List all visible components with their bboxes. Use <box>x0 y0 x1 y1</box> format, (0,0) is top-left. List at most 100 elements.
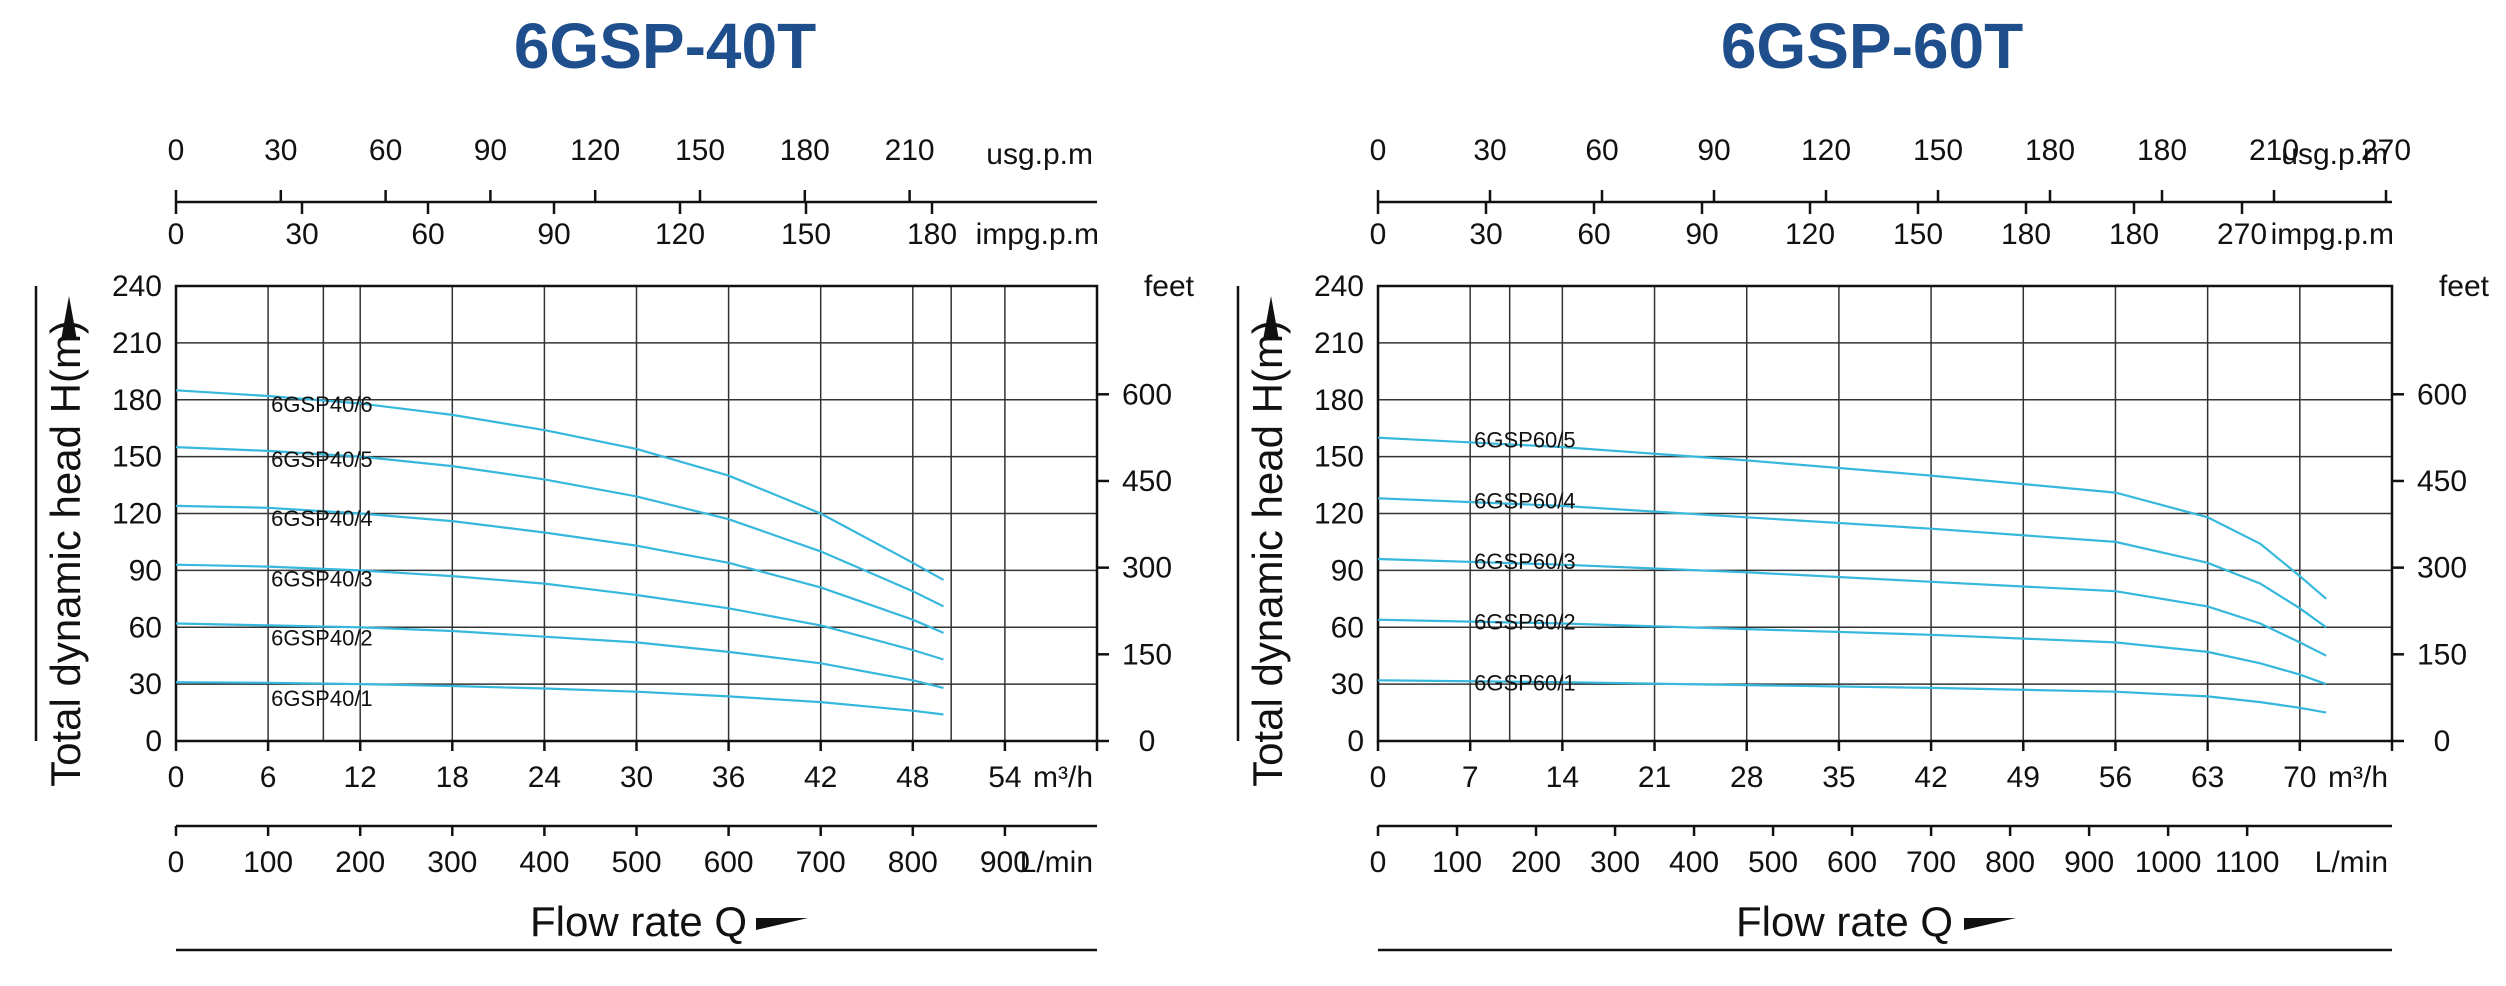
series-label: 6GSP40/3 <box>271 567 373 592</box>
series-label: 6GSP60/2 <box>1474 610 1576 635</box>
x-tick-label-m3h: 54 <box>988 761 1021 794</box>
usgpm-tick-label: 180 <box>780 134 830 167</box>
x-arrow-icon <box>1964 918 2016 930</box>
x-tick-label-m3h: 56 <box>2099 761 2132 794</box>
series-label: 6GSP60/4 <box>1474 488 1576 513</box>
x-tick-label-lmin: 300 <box>1590 846 1640 879</box>
impgpm-tick-label: 0 <box>1370 218 1387 251</box>
feet-tick-label: 150 <box>2417 638 2467 671</box>
y-tick-label: 150 <box>112 441 162 474</box>
usgpm-tick-label: 210 <box>2249 134 2299 167</box>
feet-tick-label: 300 <box>2417 552 2467 585</box>
y-tick-label: 150 <box>1314 441 1364 474</box>
series-label: 6GSP40/5 <box>271 447 373 472</box>
series-line-6GSP60-3 <box>1377 557 2327 657</box>
x-tick-label-m3h: 30 <box>620 761 653 794</box>
x-tick-label-lmin: 900 <box>980 846 1030 879</box>
series-line-6GSP40-5 <box>175 446 944 608</box>
y-tick-label: 180 <box>112 384 162 417</box>
x-tick-label-lmin: 500 <box>1748 846 1798 879</box>
y-tick-label: 240 <box>112 270 162 303</box>
y-tick-label: 210 <box>112 327 162 360</box>
series-label: 6GSP60/3 <box>1474 549 1576 574</box>
x-tick-label-m3h: 6 <box>260 761 277 794</box>
y-axis-title: Total dynamic head H(m) <box>42 320 89 787</box>
usgpm-unit: usg.p.m <box>2281 138 2388 171</box>
usgpm-unit: usg.p.m <box>986 138 1093 171</box>
x-tick-label-lmin: 700 <box>796 846 846 879</box>
feet-tick-label: 450 <box>2417 465 2467 498</box>
x-tick-label-lmin: 900 <box>2064 846 2114 879</box>
y-tick-label: 0 <box>145 725 162 758</box>
y-tick-label: 240 <box>1314 270 1364 303</box>
x-tick-label-lmin: 1100 <box>2215 846 2280 879</box>
y-tick-label: 30 <box>129 668 162 701</box>
x-tick-label-lmin: 400 <box>519 846 569 879</box>
impgpm-tick-label: 30 <box>1469 218 1502 251</box>
series-line-6GSP60-1 <box>1377 679 2327 714</box>
x-tick-label-m3h: 63 <box>2191 761 2224 794</box>
series-line-6GSP60-5 <box>1377 436 2327 600</box>
usgpm-tick-label: 0 <box>1370 134 1387 167</box>
feet-tick-label: 300 <box>1122 552 1172 585</box>
feet-tick-label: 450 <box>1122 465 1172 498</box>
x-tick-label-m3h: 35 <box>1822 761 1855 794</box>
usgpm-tick-label: 90 <box>474 134 507 167</box>
impgpm-tick-label: 150 <box>781 218 831 251</box>
x-tick-label-m3h: 7 <box>1462 761 1479 794</box>
series-label: 6GSP40/4 <box>271 506 373 531</box>
feet-tick-label: 600 <box>2417 378 2467 411</box>
x-tick-label-lmin: 500 <box>611 846 661 879</box>
impgpm-tick-label: 90 <box>537 218 570 251</box>
chart-title: 6GSP-40T <box>514 10 816 82</box>
usgpm-tick-label: 150 <box>675 134 725 167</box>
x-tick-label-m3h: 18 <box>436 761 469 794</box>
y-tick-label: 90 <box>1331 554 1364 587</box>
feet-tick-label: 150 <box>1122 638 1172 671</box>
impgpm-unit: impg.p.m <box>976 218 1099 251</box>
usgpm-tick-label: 120 <box>570 134 620 167</box>
x-tick-label-lmin: 100 <box>1432 846 1482 879</box>
y-tick-label: 120 <box>1314 498 1364 531</box>
feet-unit: feet <box>1144 270 1195 303</box>
usgpm-tick-label: 0 <box>168 134 185 167</box>
x-tick-label-lmin: 1000 <box>2135 846 2202 879</box>
y-axis-title: Total dynamic head H(m) <box>1244 320 1291 787</box>
x-tick-label-lmin: 300 <box>427 846 477 879</box>
x-tick-label-lmin: 800 <box>888 846 938 879</box>
usgpm-tick-label: 180 <box>2137 134 2187 167</box>
feet-unit: feet <box>2439 270 2490 303</box>
usgpm-tick-label: 180 <box>2025 134 2075 167</box>
x-tick-label-m3h: 12 <box>344 761 377 794</box>
x-tick-label-m3h: 42 <box>1914 761 1947 794</box>
series-line-6GSP40-1 <box>175 681 944 716</box>
x-tick-label-m3h: 36 <box>712 761 745 794</box>
impgpm-tick-label: 60 <box>1577 218 1610 251</box>
y-tick-label: 30 <box>1331 668 1364 701</box>
series-line-6GSP40-3 <box>175 563 944 661</box>
x-unit-lmin: L/min <box>2315 846 2388 879</box>
x-tick-label-lmin: 400 <box>1669 846 1719 879</box>
usgpm-tick-label: 210 <box>885 134 935 167</box>
y-tick-label: 60 <box>129 611 162 644</box>
y-tick-label: 60 <box>1331 611 1364 644</box>
x-unit-m3h: m³/h <box>1033 761 1093 794</box>
impgpm-tick-label: 60 <box>411 218 444 251</box>
impgpm-unit: impg.p.m <box>2271 218 2394 251</box>
x-tick-label-m3h: 49 <box>2007 761 2040 794</box>
series-label: 6GSP40/6 <box>271 392 373 417</box>
y-tick-label: 120 <box>112 498 162 531</box>
series-label: 6GSP60/5 <box>1474 428 1576 453</box>
x-unit-lmin: L/min <box>1020 846 1093 879</box>
x-unit-m3h: m³/h <box>2328 761 2388 794</box>
impgpm-tick-label: 120 <box>655 218 705 251</box>
x-tick-label-lmin: 100 <box>243 846 293 879</box>
x-tick-label-m3h: 0 <box>1370 761 1387 794</box>
plot-frame <box>1376 284 2394 743</box>
series-label: 6GSP60/1 <box>1474 670 1576 695</box>
usgpm-tick-label: 270 <box>2361 134 2411 167</box>
x-tick-label-lmin: 200 <box>335 846 385 879</box>
x-tick-label-lmin: 600 <box>1827 846 1877 879</box>
